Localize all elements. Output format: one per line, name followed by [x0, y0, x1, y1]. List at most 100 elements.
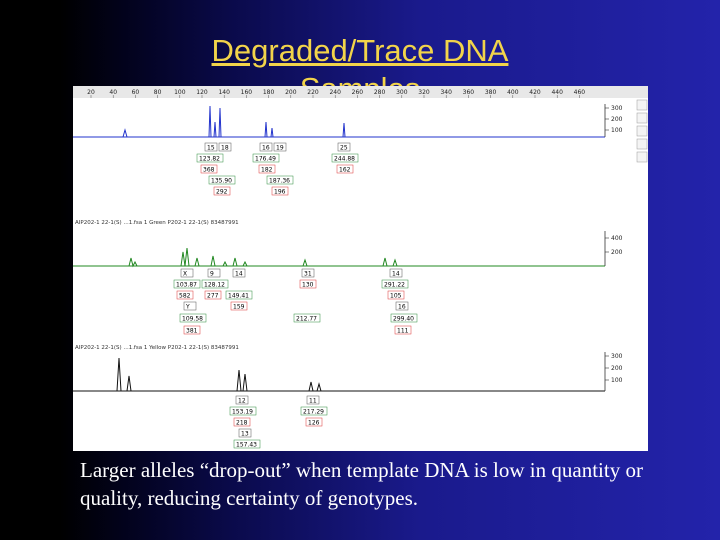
allele-label: 12 [238, 398, 246, 405]
green-panel-header: AIP202-1 22-1(S) ...1.fsa 1 Green P202-1… [75, 220, 239, 226]
ruler-tick-label: 60 [132, 89, 140, 96]
black-trace [73, 357, 605, 392]
ruler-tick-label: 40 [109, 89, 117, 96]
blue-axis-tick: 200 [611, 116, 623, 123]
ruler-tick-label: 340 [440, 89, 452, 96]
allele-label: 18 [221, 145, 229, 152]
ruler-tick-label: 100 [174, 89, 186, 96]
ruler-tick-label: 260 [352, 89, 364, 96]
ruler-tick-label: 140 [218, 89, 230, 96]
electropherogram-figure: 20 40 60 80 100 120 140 160 180 200 220 240 260 280 30… [73, 86, 648, 451]
side-toolbar [636, 99, 648, 163]
ruler-tick-label: 180 [263, 89, 275, 96]
height-label: 126 [308, 420, 320, 427]
height-label: 196 [274, 189, 286, 196]
allele-label: 25 [340, 145, 348, 152]
height-label: 162 [339, 167, 351, 174]
height-label: 111 [397, 328, 409, 335]
ruler-tick-label: 240 [329, 89, 341, 96]
size-label: 157.43 [236, 442, 257, 449]
height-label: 292 [216, 189, 228, 196]
size-label: 217.29 [303, 409, 324, 416]
black-axis: 300 200 100 [604, 352, 623, 391]
size-label: 103.87 [176, 282, 197, 289]
height-label: 130 [302, 282, 314, 289]
height-label: 277 [207, 293, 219, 300]
allele-label: 19 [276, 145, 284, 152]
blue-axis-tick: 300 [611, 105, 623, 112]
ruler-tick-label: 420 [529, 89, 541, 96]
slide-caption: Larger alleles “drop-out” when template … [80, 458, 643, 510]
electropherogram-svg: 20 40 60 80 100 120 140 160 180 200 220 240 260 280 30… [73, 86, 648, 449]
size-label: 153.19 [232, 409, 253, 416]
settings-icon[interactable] [636, 151, 648, 163]
ruler-tick-label: 160 [241, 89, 253, 96]
height-label: 182 [261, 167, 273, 174]
ruler-tick-label: 120 [196, 89, 208, 96]
allele-label: Y [185, 304, 190, 311]
panel-green: AIP202-1 22-1(S) ...1.fsa 1 Green P202-1… [73, 220, 623, 335]
allele-label: 16 [262, 145, 270, 152]
blue-trace [73, 105, 605, 138]
size-label: 123.82 [199, 156, 220, 163]
allele-label: 15 [207, 145, 215, 152]
blue-axis-tick: 100 [611, 127, 623, 134]
size-label: 291.22 [384, 282, 405, 289]
allele-label: X [183, 271, 187, 278]
ruler-ticks: 20 40 60 80 100 120 140 160 180 200 220 240 260 280 30… [87, 89, 585, 98]
allele-label: 14 [392, 271, 400, 278]
allele-label: 31 [304, 271, 312, 278]
height-label: 218 [236, 420, 248, 427]
panel-blue: 300 200 100 15 18 16 19 25 123.82 176.49 [73, 104, 623, 196]
fit-icon[interactable] [636, 125, 648, 137]
ruler-tick-label: 360 [463, 89, 475, 96]
ruler-tick-label: 440 [551, 89, 563, 96]
panel-black: AIP202-1 22-1(S) ...1.fsa 1 Yellow P202-… [73, 345, 623, 449]
black-axis-tick: 200 [611, 365, 623, 372]
size-label: 244.88 [334, 156, 355, 163]
title-line-1: Degraded/Trace DNA [211, 33, 509, 68]
black-axis-tick: 100 [611, 377, 623, 384]
ruler-tick-label: 400 [507, 89, 519, 96]
ruler-tick-label: 20 [87, 89, 95, 96]
ruler-tick-label: 220 [307, 89, 319, 96]
height-label: 368 [203, 167, 215, 174]
green-peak-labels: X 9 14 31 14 103.87 128.12 291.22 582 27… [173, 268, 418, 335]
size-label: 187.36 [269, 178, 290, 185]
black-axis-tick: 300 [611, 353, 623, 360]
blue-axis: 300 200 100 [604, 104, 623, 137]
size-label: 109.58 [182, 316, 203, 323]
allele-label: 14 [235, 271, 243, 278]
ruler-bar [73, 86, 648, 98]
green-axis-tick: 200 [611, 249, 623, 256]
green-trace [73, 247, 605, 268]
ruler-tick-label: 80 [154, 89, 162, 96]
height-label: 582 [179, 293, 191, 300]
ruler-tick-label: 320 [418, 89, 430, 96]
size-label: 299.40 [393, 316, 414, 323]
options-icon[interactable] [636, 138, 648, 150]
allele-label: 11 [309, 398, 317, 405]
ruler-tick-label: 280 [374, 89, 386, 96]
black-panel-header: AIP202-1 22-1(S) ...1.fsa 1 Yellow P202-… [75, 345, 239, 351]
allele-label: 16 [398, 304, 406, 311]
ruler-tick-label: 460 [574, 89, 586, 96]
allele-label: 13 [241, 431, 249, 438]
height-label: 381 [186, 328, 198, 335]
blue-peak-labels: 15 18 16 19 25 123.82 176.49 244.88 368 … [196, 142, 359, 196]
green-axis: 400 200 [604, 231, 623, 266]
size-label: 128.12 [204, 282, 225, 289]
zoom-out-icon[interactable] [636, 112, 648, 124]
size-label: 176.49 [255, 156, 276, 163]
black-peak-labels: 12 11 153.19 217.29 218 126 13 157.43 [229, 395, 328, 449]
height-label: 159 [233, 304, 245, 311]
ruler-tick-label: 300 [396, 89, 408, 96]
ruler-tick-label: 380 [485, 89, 497, 96]
ruler-tick-label: 200 [285, 89, 297, 96]
size-label: 212.77 [296, 316, 317, 323]
allele-label: 9 [210, 271, 214, 278]
size-label: 149.41 [228, 293, 249, 300]
green-axis-tick: 400 [611, 235, 623, 242]
zoom-in-icon[interactable] [636, 99, 648, 111]
height-label: 105 [390, 293, 402, 300]
